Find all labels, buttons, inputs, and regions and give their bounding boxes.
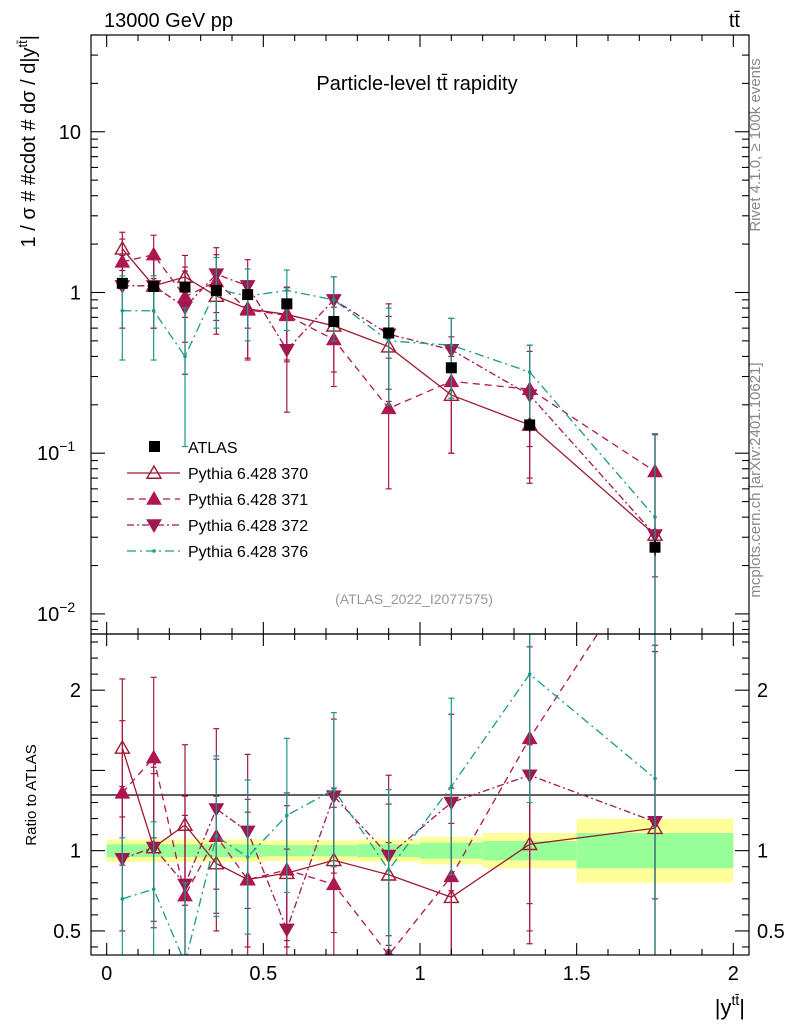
series-line-1 <box>122 253 656 472</box>
point-3-0 <box>120 308 125 313</box>
legend-symbol-376 <box>127 549 180 553</box>
atlas-point-4 <box>242 289 254 301</box>
legend-entry-371: Pythia 6.428 371 <box>127 490 308 509</box>
legend-symbol-atlas <box>149 441 160 452</box>
ratio-y-axis-title: Ratio to ATLAS <box>23 744 40 845</box>
point-1-7 <box>380 400 397 415</box>
energy-label: 13000 GeV pp <box>104 10 233 32</box>
main-ytick-label-0: 10 <box>59 122 81 144</box>
ratio-point-3-3 <box>214 834 219 839</box>
xtick-label-0: 0 <box>101 963 112 985</box>
ratio-point-3-6 <box>332 787 336 792</box>
x-axis-title: |ytt̄| <box>715 992 745 1020</box>
xtick-label-3: 1.5 <box>563 963 591 985</box>
point-3-9 <box>527 370 532 374</box>
series-ratio-3 <box>119 634 657 965</box>
legend-marker-3 <box>152 549 156 553</box>
ratio-point-3-0 <box>120 897 125 901</box>
point-3-1 <box>151 308 156 313</box>
atlas-point-9 <box>524 419 536 431</box>
legend-label-376: Pythia 6.428 376 <box>188 544 308 561</box>
ratio-plot-series <box>114 634 664 965</box>
main-ytick-label-3: 10−2 <box>37 599 75 626</box>
process-label: tt̄ <box>729 10 741 32</box>
plot-title: Particle-level tt̄ rapidity <box>316 73 517 95</box>
x-tick-labels: 0 0.5 1 1.5 2 <box>101 963 739 985</box>
legend: ATLAS Pythia 6.428 370 Pythia 6.428 371 … <box>127 440 308 561</box>
legend-entry-376: Pythia 6.428 376 <box>127 544 308 561</box>
atlas-point-2 <box>179 281 191 293</box>
legend-entry-370: Pythia 6.428 370 <box>127 464 308 483</box>
atlas-point-1 <box>148 280 160 292</box>
ratio-point-3-5 <box>285 813 289 818</box>
ratio-point-2-5 <box>278 923 295 938</box>
ratio-y-tick-labels: 2 1 0.5 2 1 0.5 <box>53 680 785 943</box>
point-3-7 <box>386 339 391 343</box>
ratio-point-3-2 <box>183 961 187 965</box>
ratio-point-3-8 <box>449 784 454 789</box>
ratio-ytick-label-right-0: 2 <box>757 680 768 702</box>
ratio-ytick-label-left-0: 2 <box>70 680 81 702</box>
legend-entry-372: Pythia 6.428 372 <box>127 518 308 535</box>
ratio-point-3-4 <box>245 855 250 859</box>
main-ytick-label-2: 10−1 <box>37 438 75 465</box>
legend-entry-atlas: ATLAS <box>149 440 238 457</box>
atlas-point-7 <box>383 327 395 339</box>
ratio-line-2 <box>122 774 656 932</box>
xtick-label-1: 0.5 <box>249 963 277 985</box>
atlas-point-3 <box>210 284 222 296</box>
point-3-5 <box>285 288 289 293</box>
ratio-point-3-10 <box>653 776 657 781</box>
ratio-point-1-6 <box>325 876 342 891</box>
legend-label-atlas: ATLAS <box>188 440 238 457</box>
series-atlas <box>116 277 661 556</box>
ratio-point-3-9 <box>527 672 532 676</box>
point-3-10 <box>653 515 657 519</box>
atlas-point-8 <box>445 362 457 374</box>
axis-ticks <box>91 34 749 955</box>
point-3-6 <box>332 298 336 302</box>
xtick-label-4: 2 <box>728 963 739 985</box>
main-plot-series <box>114 231 664 634</box>
atlas-point-10 <box>649 541 661 553</box>
legend-marker-0 <box>145 464 163 479</box>
main-y-axis-title: 1 / σ # #cdot # dσ / d|ytt̄| <box>15 35 40 247</box>
ratio-point-3-7 <box>386 868 391 872</box>
series-line-2 <box>122 273 656 536</box>
ratio-ytick-label-right-1: 1 <box>757 841 768 863</box>
legend-marker-2 <box>146 519 162 534</box>
legend-symbol-372 <box>127 519 180 534</box>
legend-label-372: Pythia 6.428 372 <box>188 518 308 535</box>
side-label-mcplots: mcplots.cern.ch [arXiv:2401.10621] <box>747 362 764 597</box>
atlas-point-5 <box>281 298 293 310</box>
legend-symbol-370 <box>127 464 180 479</box>
ratio-point-1-1 <box>145 749 162 764</box>
analysis-id: (ATLAS_2022_I2077575) <box>335 591 493 607</box>
legend-marker-1 <box>146 490 162 505</box>
main-y-tick-labels: 10 1 10−1 10−2 <box>37 122 81 626</box>
main-ytick-label-1: 1 <box>70 282 81 304</box>
legend-symbol-371 <box>127 490 180 505</box>
ratio-point-3-1 <box>151 887 156 891</box>
atlas-point-6 <box>328 315 340 327</box>
ratio-ytick-label-right-2: 0.5 <box>757 921 785 943</box>
legend-label-370: Pythia 6.428 370 <box>188 466 308 483</box>
atlas-point-0 <box>116 277 128 289</box>
xtick-label-2: 1 <box>414 963 425 985</box>
side-label-rivet: Rivet 4.1.0, ≥ 100k events <box>747 58 764 231</box>
legend-label-371: Pythia 6.428 371 <box>188 492 308 509</box>
ratio-ytick-label-left-1: 1 <box>70 841 81 863</box>
point-3-2 <box>183 354 187 359</box>
point-2-5 <box>278 344 295 358</box>
point-3-8 <box>449 343 454 347</box>
ratio-ytick-label-left-2: 0.5 <box>53 921 81 943</box>
